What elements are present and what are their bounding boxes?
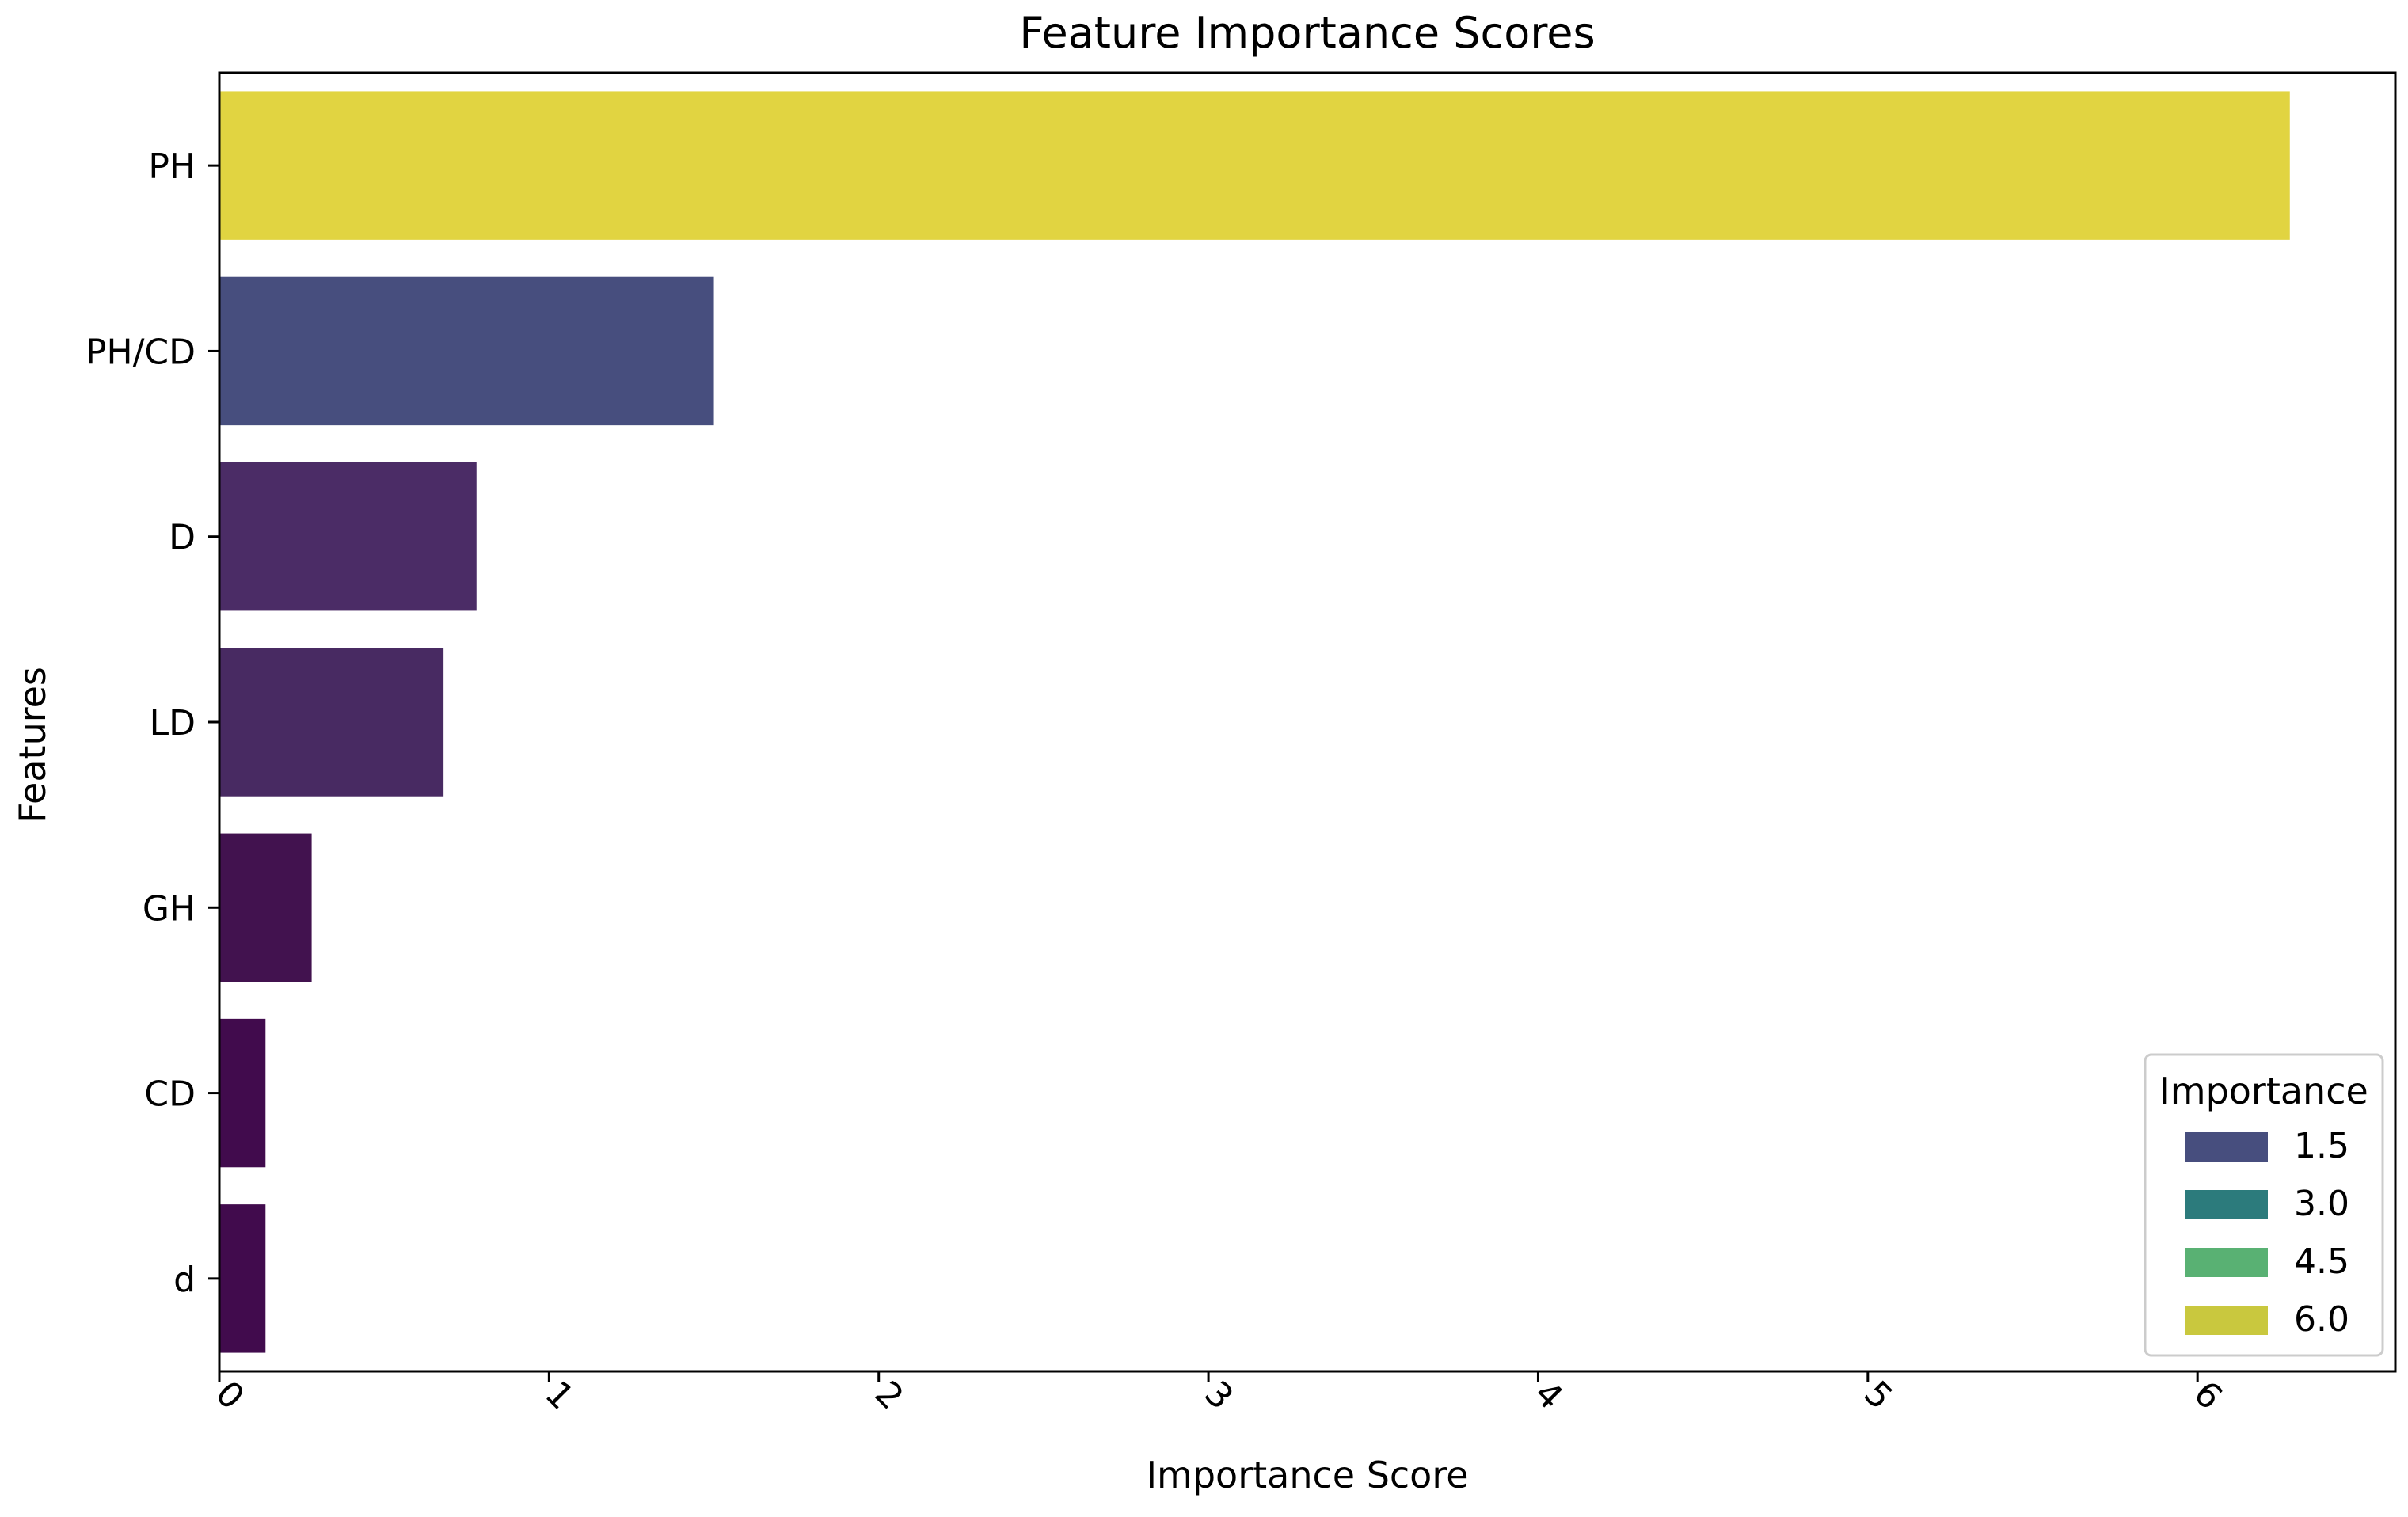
legend-entry-label: 6.0 (2294, 1299, 2349, 1340)
bar-d (219, 462, 477, 611)
bar-d (219, 1204, 266, 1353)
chart-title: Feature Importance Scores (1019, 8, 1595, 58)
legend-entry-label: 4.5 (2294, 1241, 2349, 1282)
y-tick-label: d (173, 1260, 196, 1300)
bar-ph (219, 91, 2290, 240)
bars-group (219, 91, 2290, 1353)
y-tick-label: D (169, 518, 196, 558)
legend-entry-label: 1.5 (2294, 1126, 2349, 1166)
legend-entry-label: 3.0 (2294, 1184, 2349, 1224)
y-axis-ticks: PH PH/CD D LD GH CD d (86, 146, 219, 1300)
legend: Importance 1.5 3.0 4.5 6.0 (2144, 1053, 2384, 1357)
legend-swatch (2185, 1306, 2268, 1335)
y-tick-label: LD (150, 703, 196, 743)
legend-swatch (2185, 1190, 2268, 1219)
y-tick-label: GH (143, 888, 196, 929)
legend-entries: 1.5 3.0 4.5 6.0 (2185, 1126, 2349, 1340)
y-tick-label: PH (148, 146, 196, 187)
y-tick-label: CD (144, 1074, 196, 1115)
bar-ph-cd (219, 276, 714, 426)
bar-cd (219, 1018, 266, 1168)
legend-title: Importance (2159, 1070, 2368, 1112)
y-tick-label: PH/CD (86, 332, 196, 372)
bar-gh (219, 833, 312, 982)
legend-swatch (2185, 1248, 2268, 1277)
legend-swatch (2185, 1132, 2268, 1162)
x-axis-label: Importance Score (1146, 1454, 1468, 1496)
y-axis-label: Features (11, 667, 54, 823)
bar-ld (219, 648, 444, 797)
plot-area-frame (218, 71, 2397, 1373)
